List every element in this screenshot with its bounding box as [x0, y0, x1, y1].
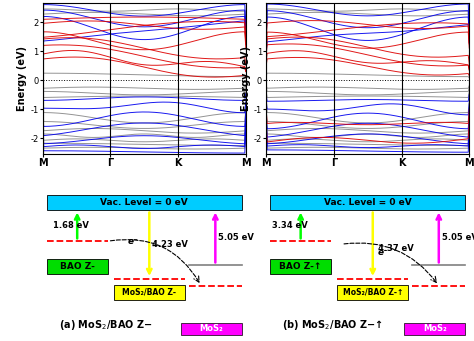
FancyBboxPatch shape — [181, 323, 242, 335]
FancyBboxPatch shape — [337, 285, 408, 300]
FancyBboxPatch shape — [270, 259, 331, 275]
Text: BAO Z-: BAO Z- — [60, 262, 95, 271]
Text: MoS₂/BAO Z-: MoS₂/BAO Z- — [122, 288, 176, 297]
Y-axis label: Energy (eV): Energy (eV) — [18, 46, 27, 111]
Text: 4.23 eV: 4.23 eV — [152, 240, 188, 249]
Text: MoS₂/BAO Z-↑: MoS₂/BAO Z-↑ — [343, 288, 403, 297]
Text: 5.05 eV: 5.05 eV — [442, 233, 474, 242]
Text: 4.37 eV: 4.37 eV — [378, 244, 414, 253]
FancyBboxPatch shape — [47, 195, 242, 210]
Text: Vac. Level = 0 eV: Vac. Level = 0 eV — [324, 198, 411, 207]
Text: (b) MoS$_2$/BAO Z−↑: (b) MoS$_2$/BAO Z−↑ — [283, 317, 383, 331]
Y-axis label: Energy (eV): Energy (eV) — [241, 46, 251, 111]
FancyBboxPatch shape — [114, 285, 185, 300]
Text: Vac. Level = 0 eV: Vac. Level = 0 eV — [100, 198, 188, 207]
Text: 1.68 eV: 1.68 eV — [53, 221, 89, 230]
Text: e⁻: e⁻ — [378, 248, 389, 257]
FancyBboxPatch shape — [270, 195, 465, 210]
Text: MoS₂: MoS₂ — [423, 324, 447, 333]
Text: MoS₂: MoS₂ — [200, 324, 223, 333]
Text: (a) MoS$_2$/BAO Z−: (a) MoS$_2$/BAO Z− — [59, 317, 152, 331]
Text: e⁻: e⁻ — [128, 237, 139, 246]
Text: 5.05 eV: 5.05 eV — [219, 233, 254, 242]
FancyBboxPatch shape — [47, 259, 108, 275]
Text: 3.34 eV: 3.34 eV — [272, 221, 308, 230]
FancyBboxPatch shape — [404, 323, 465, 335]
Text: BAO Z-↑: BAO Z-↑ — [280, 262, 322, 271]
